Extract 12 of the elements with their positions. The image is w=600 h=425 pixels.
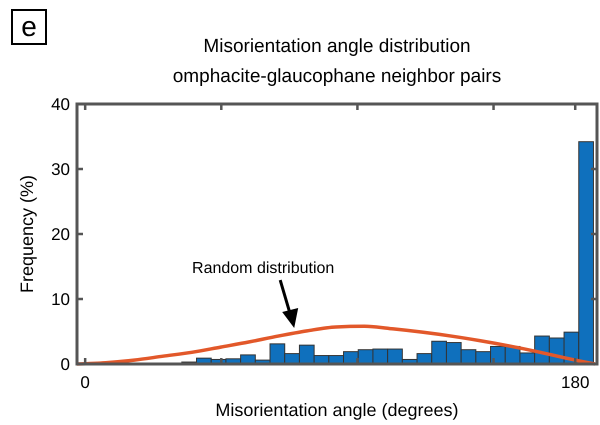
y-tick-label: 0 [60,355,70,374]
y-tick-label: 40 [51,95,70,114]
chart-subtitle: omphacite-glaucophane neighbor pairs [172,66,502,87]
text: Random distribution [192,260,334,278]
y-tick-label: 20 [51,225,70,244]
y-axis-title: Frequency (%) [17,174,37,294]
y-tick-label: 30 [51,160,70,179]
x-tick-label: 180 [561,373,590,392]
x-axis-title: Misorientation angle (degrees) [215,400,459,420]
text: e [21,11,37,42]
chart-title: Misorientation angle distribution [203,36,471,57]
y-tick-label: 10 [51,290,70,309]
